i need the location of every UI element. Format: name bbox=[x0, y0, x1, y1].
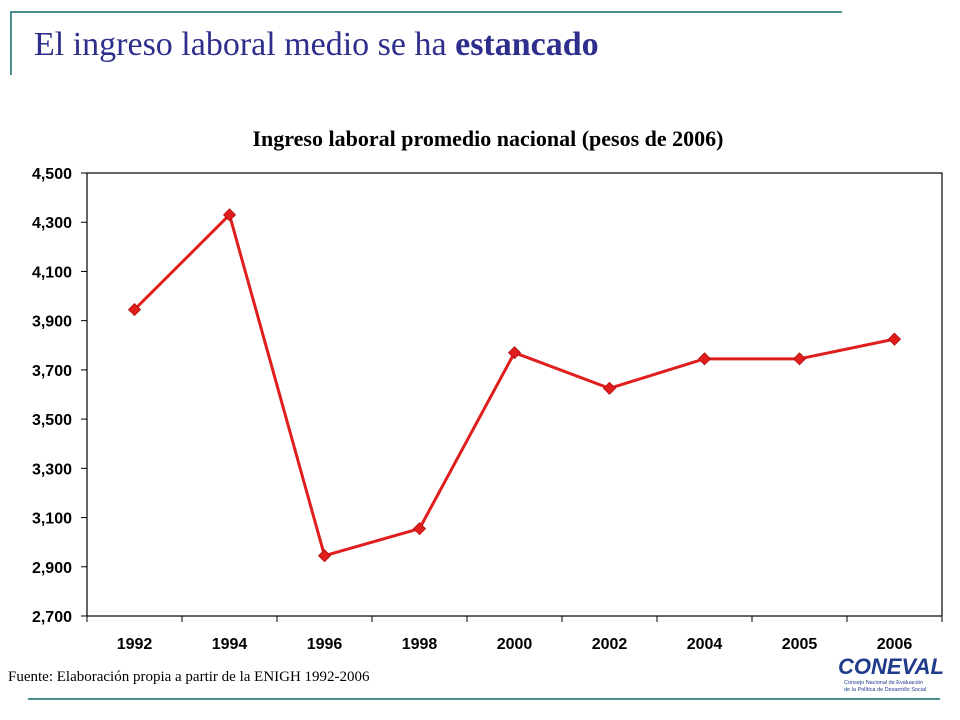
y-tick-label: 3,100 bbox=[32, 511, 72, 528]
data-point-marker bbox=[792, 352, 807, 366]
x-tick-label: 1994 bbox=[212, 636, 248, 653]
plot-area: 2,700 2,900 3,100 3,300 3,500 3,700 3,900 4,100… bbox=[32, 166, 943, 653]
title-left-rule bbox=[10, 11, 12, 75]
slide-title: El ingreso laboral medio se ha estancado bbox=[34, 26, 599, 64]
footer-rule bbox=[28, 698, 940, 700]
coneval-logo: CONEVAL Consejo Nacional de Evaluación d… bbox=[838, 656, 948, 700]
data-point-marker bbox=[222, 208, 237, 222]
line-chart: Ingreso laboral promedio nacional (pesos… bbox=[32, 126, 943, 653]
logo-wordmark: CONEVAL bbox=[838, 654, 944, 679]
logo-subtitle-line2: de la Política de Desarrollo Social bbox=[844, 687, 927, 693]
x-tick-label: 2006 bbox=[877, 636, 913, 653]
slide-title-prefix: El ingreso laboral medio se ha bbox=[34, 26, 456, 63]
source-note: Fuente: Elaboración propia a partir de l… bbox=[8, 669, 370, 685]
x-tick-label: 2004 bbox=[687, 636, 723, 653]
x-tick-label: 1992 bbox=[117, 636, 153, 653]
y-tick-label: 2,900 bbox=[32, 560, 72, 577]
series-line bbox=[133, 213, 895, 558]
x-tick-label: 2005 bbox=[782, 636, 818, 653]
title-top-rule bbox=[10, 11, 842, 13]
plot-frame bbox=[86, 172, 943, 617]
y-tick-label: 3,500 bbox=[32, 412, 72, 429]
x-tick-label: 1998 bbox=[402, 636, 438, 653]
data-point-marker bbox=[317, 549, 332, 563]
data-point-marker bbox=[507, 346, 522, 360]
data-point-marker bbox=[412, 522, 427, 536]
y-tick-label: 4,100 bbox=[32, 264, 72, 281]
data-point-marker bbox=[127, 303, 142, 317]
slide-title-emphasis: estancado bbox=[455, 26, 599, 63]
data-point-marker bbox=[602, 381, 617, 395]
data-point-marker bbox=[697, 352, 712, 366]
data-point-marker bbox=[887, 332, 902, 346]
x-tick-label: 2002 bbox=[592, 636, 628, 653]
y-tick-label: 3,900 bbox=[32, 314, 72, 331]
logo-subtitle-line1: Consejo Nacional de Evaluación bbox=[844, 680, 924, 686]
x-tick-label: 2000 bbox=[497, 636, 533, 653]
x-tick-label: 1996 bbox=[307, 636, 343, 653]
y-tick-label: 2,700 bbox=[32, 609, 72, 626]
y-tick-label: 3,700 bbox=[32, 363, 72, 380]
chart-title: Ingreso laboral promedio nacional (pesos… bbox=[253, 126, 724, 151]
y-tick-label: 4,500 bbox=[32, 166, 72, 183]
y-tick-label: 3,300 bbox=[32, 461, 72, 478]
y-tick-label: 4,300 bbox=[32, 215, 72, 232]
